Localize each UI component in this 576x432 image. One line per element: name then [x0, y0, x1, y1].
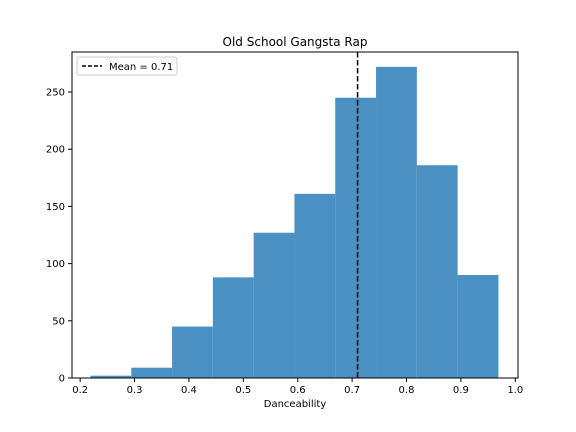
y-tick-label: 200: [46, 145, 65, 156]
legend: Mean = 0.71: [76, 56, 178, 76]
legend-box: [76, 56, 178, 76]
histogram-bar: [416, 165, 458, 378]
x-axis: 0.2 0.3 0.4 0.5 0.6 0.7 0.8 0.9 1.0: [72, 378, 523, 396]
legend-label: Mean = 0.71: [109, 62, 173, 73]
y-tick-label: 50: [52, 316, 65, 327]
x-tick-label: 0.2: [72, 385, 88, 396]
x-tick-label: 0.6: [290, 385, 306, 396]
x-tick-label: 0.3: [127, 385, 143, 396]
y-tick-label: 150: [46, 202, 65, 213]
x-axis-label: Danceability: [264, 399, 327, 410]
x-tick-label: 0.9: [453, 385, 469, 396]
x-tick-label: 0.5: [235, 385, 251, 396]
histogram-bar: [253, 232, 295, 378]
x-tick-label: 1.0: [507, 385, 523, 396]
histogram-bar: [131, 367, 173, 378]
histogram-bar: [376, 66, 417, 379]
y-axis: 0 50 100 150 200 250: [46, 88, 72, 385]
x-tick-label: 0.7: [344, 385, 360, 396]
y-tick-label: 100: [46, 259, 65, 270]
x-tick-label: 0.8: [399, 385, 415, 396]
x-tick-label: 0.4: [181, 385, 197, 396]
histogram-bar: [172, 326, 213, 378]
bars-group: [90, 66, 499, 379]
histogram-bar: [90, 375, 132, 378]
plot-frame: [71, 51, 519, 379]
y-tick-label: 0: [59, 374, 65, 385]
histogram-bar: [212, 277, 254, 378]
y-tick-label: 250: [46, 88, 65, 99]
chart-title: Old School Gangsta Rap: [223, 35, 368, 49]
histogram-bar: [294, 193, 336, 378]
histogram-bar: [335, 97, 377, 378]
histogram-bar: [457, 275, 499, 378]
